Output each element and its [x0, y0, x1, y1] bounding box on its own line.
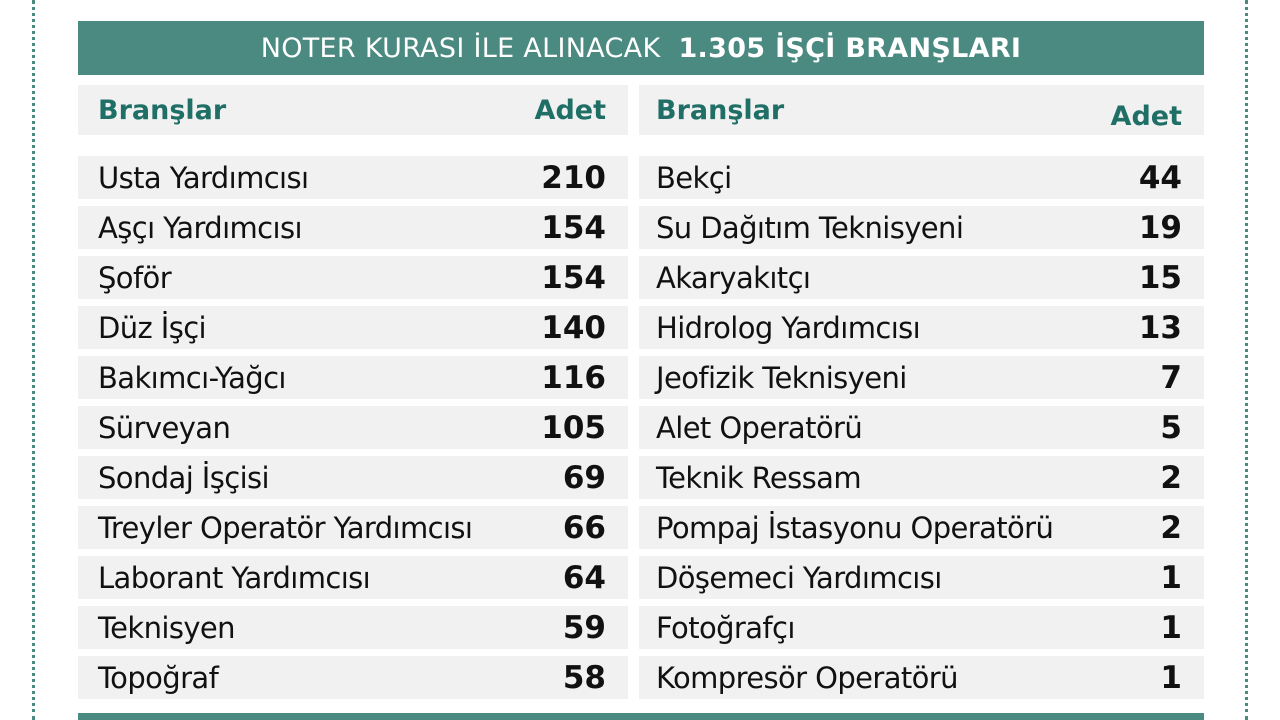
- table-row: Topoğraf 58: [78, 656, 628, 699]
- left-rows: Usta Yardımcısı 210 Aşçı Yardımcısı 154 Şo…: [78, 156, 628, 699]
- branch-name: Bakımcı-Yağcı: [98, 360, 287, 395]
- branch-name: Şoför: [98, 260, 172, 295]
- branch-count: 59: [562, 609, 606, 646]
- table-row: Sondaj İşçisi 69: [78, 456, 628, 499]
- branch-count: 64: [562, 559, 606, 596]
- branch-name: Bekçi: [656, 160, 732, 195]
- branch-count: 1: [1160, 559, 1182, 596]
- table-row: Su Dağıtım Teknisyeni 19: [639, 206, 1204, 249]
- table-row: Döşemeci Yardımcısı 1: [639, 556, 1204, 599]
- header-count-label: Adet: [1110, 100, 1182, 132]
- table-row: Şoför 154: [78, 256, 628, 299]
- table-row: Bakımcı-Yağcı 116: [78, 356, 628, 399]
- table-row: Düz İşçi 140: [78, 306, 628, 349]
- table-row: Sürveyan 105: [78, 406, 628, 449]
- branch-name: Teknik Ressam: [656, 460, 862, 495]
- table-row: Laborant Yardımcısı 64: [78, 556, 628, 599]
- branch-name: Treyler Operatör Yardımcısı: [98, 510, 473, 545]
- branch-count: 44: [1138, 159, 1182, 196]
- branch-name: Alet Operatörü: [656, 410, 863, 445]
- branch-count: 116: [541, 359, 606, 396]
- branch-count: 13: [1138, 309, 1182, 346]
- branch-count: 2: [1160, 509, 1182, 546]
- branch-count: 154: [541, 259, 606, 296]
- header-count-label: Adet: [534, 94, 606, 126]
- branch-name: Teknisyen: [98, 610, 236, 645]
- branch-name: Aşçı Yardımcısı: [98, 210, 303, 245]
- table-row: Bekçi 44: [639, 156, 1204, 199]
- branch-count: 2: [1160, 459, 1182, 496]
- right-column: Branşlar Adet Bekçi 44 Su Dağıtım Teknisy…: [639, 85, 1204, 706]
- branch-count: 15: [1138, 259, 1182, 296]
- table-row: Teknisyen 59: [78, 606, 628, 649]
- branch-count: 69: [562, 459, 606, 496]
- branch-count: 1: [1160, 609, 1182, 646]
- right-header-row: Branşlar Adet: [639, 85, 1204, 135]
- branch-name: Döşemeci Yardımcısı: [656, 560, 942, 595]
- table-row: Teknik Ressam 2: [639, 456, 1204, 499]
- table-row: Pompaj İstasyonu Operatörü 2: [639, 506, 1204, 549]
- left-column: Branşlar Adet Usta Yardımcısı 210 Aşçı Ya…: [78, 85, 628, 706]
- branch-count: 140: [541, 309, 606, 346]
- branch-name: Düz İşçi: [98, 310, 207, 345]
- table-row: Alet Operatörü 5: [639, 406, 1204, 449]
- right-rows: Bekçi 44 Su Dağıtım Teknisyeni 19 Akaryakı…: [639, 156, 1204, 699]
- branch-name: Pompaj İstasyonu Operatörü: [656, 510, 1054, 545]
- branch-count: 66: [562, 509, 606, 546]
- left-dotted-border: [32, 0, 35, 720]
- branch-name: Su Dağıtım Teknisyeni: [656, 210, 964, 245]
- table-row: Usta Yardımcısı 210: [78, 156, 628, 199]
- right-dotted-border: [1245, 0, 1248, 720]
- left-header-row: Branşlar Adet: [78, 85, 628, 135]
- banner-title-light: NOTER KURASI İLE ALINACAK: [260, 32, 661, 64]
- branch-count: 154: [541, 209, 606, 246]
- branch-name: Sürveyan: [98, 410, 231, 445]
- bottom-accent-bar: [78, 713, 1204, 720]
- table-row: Akaryakıtçı 15: [639, 256, 1204, 299]
- branch-name: Usta Yardımcısı: [98, 160, 309, 195]
- branch-name: Sondaj İşçisi: [98, 460, 270, 495]
- table-row: Fotoğrafçı 1: [639, 606, 1204, 649]
- branch-name: Topoğraf: [98, 660, 219, 695]
- branch-name: Jeofizik Teknisyeni: [656, 360, 907, 395]
- table-row: Jeofizik Teknisyeni 7: [639, 356, 1204, 399]
- banner-title-bold: 1.305 İŞÇİ BRANŞLARI: [678, 32, 1022, 64]
- branch-name: Hidrolog Yardımcısı: [656, 310, 921, 345]
- branch-count: 1: [1160, 659, 1182, 696]
- title-banner: NOTER KURASI İLE ALINACAK 1.305 İŞÇİ BRA…: [78, 21, 1204, 75]
- branch-count: 210: [541, 159, 606, 196]
- branch-count: 19: [1138, 209, 1182, 246]
- table-row: Treyler Operatör Yardımcısı 66: [78, 506, 628, 549]
- branch-count: 5: [1160, 409, 1182, 446]
- branch-count: 7: [1160, 359, 1182, 396]
- branch-count: 58: [562, 659, 606, 696]
- branch-name: Fotoğrafçı: [656, 610, 795, 645]
- table-row: Hidrolog Yardımcısı 13: [639, 306, 1204, 349]
- branch-count: 105: [541, 409, 606, 446]
- header-branch-label: Branşlar: [656, 94, 785, 126]
- branch-name: Laborant Yardımcısı: [98, 560, 371, 595]
- branch-name: Kompresör Operatörü: [656, 660, 958, 695]
- table-row: Kompresör Operatörü 1: [639, 656, 1204, 699]
- branch-name: Akaryakıtçı: [656, 260, 811, 295]
- header-branch-label: Branşlar: [98, 94, 227, 126]
- table-row: Aşçı Yardımcısı 154: [78, 206, 628, 249]
